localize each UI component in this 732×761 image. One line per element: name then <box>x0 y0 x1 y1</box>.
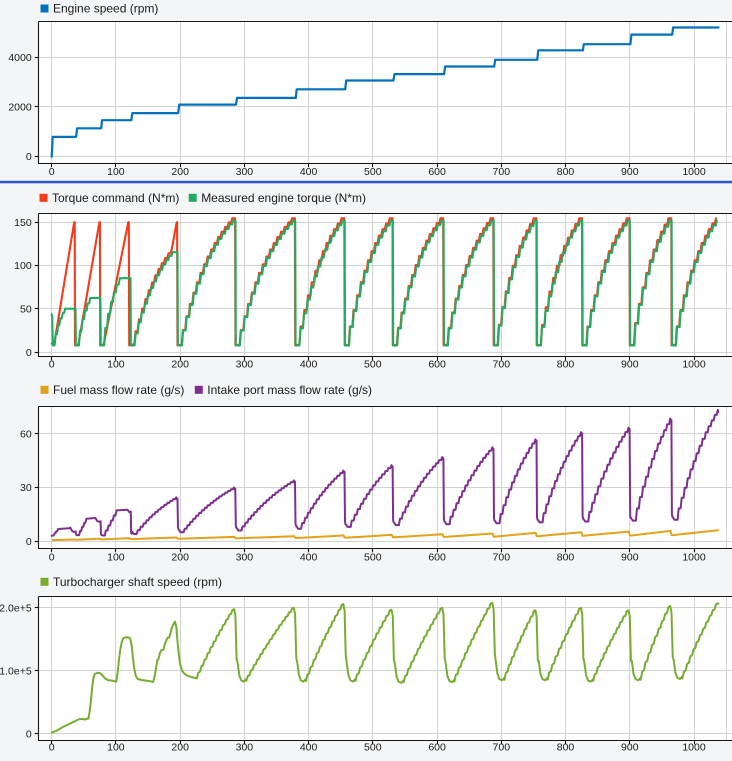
svg-text:500: 500 <box>364 166 382 178</box>
svg-text:900: 900 <box>621 166 639 178</box>
svg-text:1.0e+5: 1.0e+5 <box>0 665 32 677</box>
svg-text:800: 800 <box>557 551 575 563</box>
svg-text:1000: 1000 <box>682 166 706 178</box>
svg-text:700: 700 <box>493 551 511 563</box>
svg-text:100: 100 <box>107 359 125 371</box>
svg-text:4000: 4000 <box>8 52 32 64</box>
svg-text:900: 900 <box>621 359 639 371</box>
svg-text:60: 60 <box>20 429 32 441</box>
svg-text:2000: 2000 <box>8 102 32 114</box>
svg-text:700: 700 <box>493 166 511 178</box>
svg-text:800: 800 <box>557 742 575 754</box>
svg-text:0: 0 <box>49 359 55 371</box>
svg-text:50: 50 <box>20 304 32 316</box>
svg-text:800: 800 <box>557 166 575 178</box>
svg-text:0: 0 <box>49 166 55 178</box>
svg-text:1000: 1000 <box>682 359 706 371</box>
svg-text:100: 100 <box>107 551 125 563</box>
svg-text:600: 600 <box>428 359 446 371</box>
svg-text:100: 100 <box>107 742 125 754</box>
svg-text:Turbocharger shaft speed (rpm): Turbocharger shaft speed (rpm) <box>53 575 222 589</box>
svg-text:200: 200 <box>171 166 189 178</box>
svg-text:400: 400 <box>300 166 318 178</box>
svg-text:Engine speed (rpm): Engine speed (rpm) <box>53 2 158 16</box>
svg-text:600: 600 <box>428 742 446 754</box>
svg-text:300: 300 <box>236 742 254 754</box>
svg-text:400: 400 <box>300 742 318 754</box>
svg-text:800: 800 <box>557 359 575 371</box>
svg-text:150: 150 <box>14 217 32 229</box>
svg-text:Intake port mass flow rate (g/: Intake port mass flow rate (g/s) <box>207 383 372 397</box>
svg-text:700: 700 <box>493 742 511 754</box>
svg-text:600: 600 <box>428 166 446 178</box>
svg-text:0: 0 <box>49 551 55 563</box>
svg-text:0: 0 <box>26 347 32 359</box>
svg-text:500: 500 <box>364 551 382 563</box>
svg-text:900: 900 <box>621 551 639 563</box>
svg-text:Torque command (N*m): Torque command (N*m) <box>52 191 179 205</box>
svg-text:600: 600 <box>428 551 446 563</box>
svg-text:0: 0 <box>49 742 55 754</box>
svg-text:100: 100 <box>14 260 32 272</box>
svg-text:300: 300 <box>236 359 254 371</box>
svg-text:200: 200 <box>171 359 189 371</box>
svg-text:100: 100 <box>107 166 125 178</box>
svg-text:Fuel mass flow rate (g/s): Fuel mass flow rate (g/s) <box>53 383 184 397</box>
svg-text:Measured engine torque (N*m): Measured engine torque (N*m) <box>201 191 366 205</box>
svg-text:0: 0 <box>26 151 32 163</box>
svg-text:900: 900 <box>621 742 639 754</box>
svg-text:300: 300 <box>236 551 254 563</box>
svg-text:700: 700 <box>493 359 511 371</box>
svg-text:1000: 1000 <box>682 742 706 754</box>
svg-text:200: 200 <box>171 551 189 563</box>
svg-text:0: 0 <box>26 728 32 740</box>
svg-text:400: 400 <box>300 551 318 563</box>
svg-text:1000: 1000 <box>682 551 706 563</box>
svg-text:300: 300 <box>236 166 254 178</box>
svg-text:30: 30 <box>20 482 32 494</box>
svg-text:200: 200 <box>171 742 189 754</box>
svg-text:500: 500 <box>364 359 382 371</box>
svg-text:500: 500 <box>364 742 382 754</box>
svg-text:0: 0 <box>26 536 32 548</box>
svg-text:400: 400 <box>300 359 318 371</box>
svg-text:2.0e+5: 2.0e+5 <box>0 603 32 615</box>
